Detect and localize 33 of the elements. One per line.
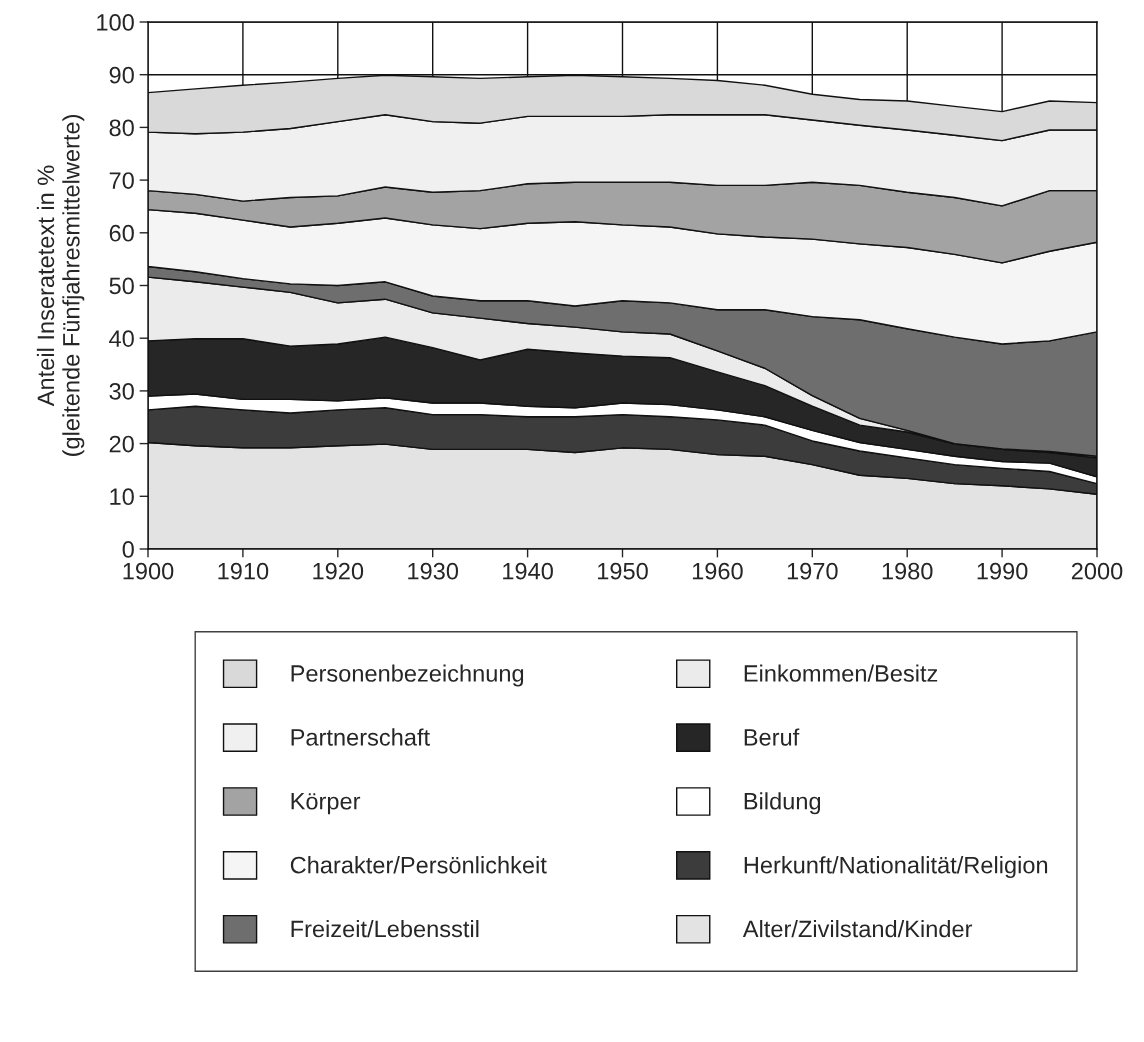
x-tick-label: 1970 <box>787 562 838 580</box>
x-tick-label: 1920 <box>313 562 364 580</box>
y-tick-label: 70 <box>109 172 134 189</box>
y-axis-title: Anteil Inseratetext in % (gleitende Fünfjahresmittelwerte) <box>36 115 85 456</box>
legend-label: Herkunft/Nationalität/Religion <box>744 856 1048 879</box>
y-tick-label: 50 <box>109 277 134 295</box>
y-tick-label: 30 <box>109 382 134 400</box>
y-tick-label: 10 <box>110 488 134 506</box>
x-tick-label: 1930 <box>408 562 459 580</box>
x-tick-label: 1960 <box>692 562 743 580</box>
y-tick-label: 20 <box>109 435 134 453</box>
y-tick-label: 100 <box>97 14 134 31</box>
x-tick-label: 2000 <box>1071 562 1123 580</box>
legend-label: Freizeit/Lebensstil <box>291 919 479 938</box>
y-tick-label: 90 <box>109 66 134 84</box>
legend-label: Partnerschaft <box>291 728 430 746</box>
legend-label: Beruf <box>744 728 800 746</box>
x-tick-label: 1910 <box>218 562 269 580</box>
legend-label: Bildung <box>744 792 821 815</box>
legend-label: Einkommen/Besitz <box>744 664 938 682</box>
legend-label: Personenbezeichnung <box>291 664 524 687</box>
y-tick-label: 60 <box>109 224 134 242</box>
x-tick-label: 1990 <box>977 562 1028 580</box>
y-tick-label: 80 <box>109 119 134 137</box>
legend-label: Alter/Zivilstand/Kinder <box>742 919 973 938</box>
y-tick-label: 0 <box>122 541 134 558</box>
x-tick-label: 1900 <box>123 562 174 580</box>
y-tick-label: 40 <box>109 330 134 347</box>
legend-label: Körper <box>291 793 361 815</box>
x-tick-label: 1980 <box>882 562 933 580</box>
legend-label: Charakter/Persönlichkeit <box>290 856 547 874</box>
x-tick-label: 1940 <box>503 562 553 580</box>
x-tick-label: 1950 <box>598 562 648 580</box>
